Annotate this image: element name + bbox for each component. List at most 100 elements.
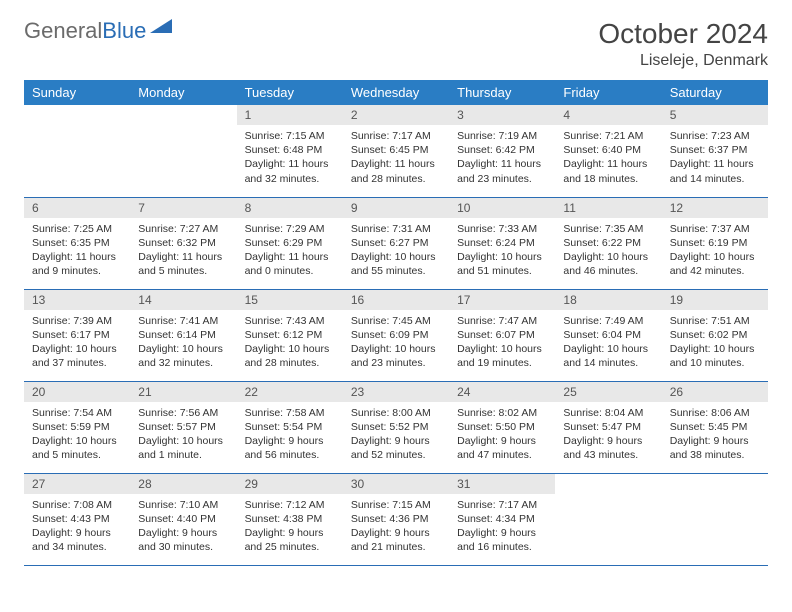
day-number: 30 <box>343 474 449 494</box>
daylight-text: Daylight: 11 hours and 9 minutes. <box>32 250 122 278</box>
daylight-text: Daylight: 9 hours and 47 minutes. <box>457 434 547 462</box>
daylight-text: Daylight: 9 hours and 43 minutes. <box>563 434 653 462</box>
daylight-text: Daylight: 11 hours and 32 minutes. <box>245 157 335 185</box>
day-body: Sunrise: 7:29 AMSunset: 6:29 PMDaylight:… <box>237 218 343 285</box>
day-body: Sunrise: 7:45 AMSunset: 6:09 PMDaylight:… <box>343 310 449 377</box>
daylight-text: Daylight: 10 hours and 42 minutes. <box>670 250 760 278</box>
day-number: 19 <box>662 290 768 310</box>
calendar-cell: 19Sunrise: 7:51 AMSunset: 6:02 PMDayligh… <box>662 289 768 381</box>
weekday-header: Sunday <box>24 80 130 105</box>
day-number: 29 <box>237 474 343 494</box>
sunrise-text: Sunrise: 7:23 AM <box>670 129 760 143</box>
calendar-cell: 25 Sunrise: 8:04 AMSunset: 5:47 PMDayligh… <box>555 381 661 473</box>
sunset-text: Sunset: 6:19 PM <box>670 236 760 250</box>
sunrise-text: Sunrise: 7:33 AM <box>457 222 547 236</box>
sunrise-text: Sunrise: 7:51 AM <box>670 314 760 328</box>
sunrise-text: Sunrise: 7:41 AM <box>138 314 228 328</box>
calendar-cell: 4Sunrise: 7:21 AMSunset: 6:40 PMDaylight… <box>555 105 661 197</box>
daylight-text: Daylight: 10 hours and 55 minutes. <box>351 250 441 278</box>
day-number: 20 <box>24 382 130 402</box>
calendar-cell <box>555 473 661 565</box>
day-number: 18 <box>555 290 661 310</box>
calendar-cell <box>24 105 130 197</box>
calendar-cell: 14Sunrise: 7:41 AMSunset: 6:14 PMDayligh… <box>130 289 236 381</box>
logo-part2: Blue <box>102 18 146 43</box>
daylight-text: Daylight: 9 hours and 38 minutes. <box>670 434 760 462</box>
sunrise-text: Sunrise: 7:15 AM <box>351 498 441 512</box>
day-body: Sunrise: 7:15 AMSunset: 6:48 PMDaylight:… <box>237 125 343 192</box>
sunrise-text: Sunrise: 8:00 AM <box>351 406 441 420</box>
calendar-cell: 1Sunrise: 7:15 AMSunset: 6:48 PMDaylight… <box>237 105 343 197</box>
day-number: 14 <box>130 290 236 310</box>
sunrise-text: Sunrise: 7:17 AM <box>457 498 547 512</box>
sunset-text: Sunset: 6:42 PM <box>457 143 547 157</box>
sunrise-text: Sunrise: 8:04 AM <box>563 406 653 420</box>
sunset-text: Sunset: 6:29 PM <box>245 236 335 250</box>
day-body: Sunrise: 7:37 AMSunset: 6:19 PMDaylight:… <box>662 218 768 285</box>
day-number: 9 <box>343 198 449 218</box>
weekday-header: Friday <box>555 80 661 105</box>
sunset-text: Sunset: 6:32 PM <box>138 236 228 250</box>
calendar-row: 13Sunrise: 7:39 AMSunset: 6:17 PMDayligh… <box>24 289 768 381</box>
daylight-text: Daylight: 11 hours and 23 minutes. <box>457 157 547 185</box>
sunrise-text: Sunrise: 7:56 AM <box>138 406 228 420</box>
daylight-text: Daylight: 10 hours and 5 minutes. <box>32 434 122 462</box>
daylight-text: Daylight: 9 hours and 30 minutes. <box>138 526 228 554</box>
calendar-cell: 20Sunrise: 7:54 AMSunset: 5:59 PMDayligh… <box>24 381 130 473</box>
daylight-text: Daylight: 10 hours and 32 minutes. <box>138 342 228 370</box>
calendar-cell: 30Sunrise: 7:15 AMSunset: 4:36 PMDayligh… <box>343 473 449 565</box>
sunset-text: Sunset: 5:45 PM <box>670 420 760 434</box>
day-number: 6 <box>24 198 130 218</box>
calendar-head: SundayMondayTuesdayWednesdayThursdayFrid… <box>24 80 768 105</box>
sunrise-text: Sunrise: 8:02 AM <box>457 406 547 420</box>
calendar-cell: 28Sunrise: 7:10 AMSunset: 4:40 PMDayligh… <box>130 473 236 565</box>
day-number: 13 <box>24 290 130 310</box>
sunrise-text: Sunrise: 7:12 AM <box>245 498 335 512</box>
sunset-text: Sunset: 6:04 PM <box>563 328 653 342</box>
day-body: Sunrise: 7:49 AMSunset: 6:04 PMDaylight:… <box>555 310 661 377</box>
logo-text: GeneralBlue <box>24 18 146 44</box>
sunrise-text: Sunrise: 7:39 AM <box>32 314 122 328</box>
sunrise-text: Sunrise: 7:31 AM <box>351 222 441 236</box>
sunrise-text: Sunrise: 7:19 AM <box>457 129 547 143</box>
calendar-cell: 3Sunrise: 7:19 AMSunset: 6:42 PMDaylight… <box>449 105 555 197</box>
calendar-body: 1Sunrise: 7:15 AMSunset: 6:48 PMDaylight… <box>24 105 768 565</box>
calendar-cell: 2Sunrise: 7:17 AMSunset: 6:45 PMDaylight… <box>343 105 449 197</box>
sunrise-text: Sunrise: 7:08 AM <box>32 498 122 512</box>
sunset-text: Sunset: 6:07 PM <box>457 328 547 342</box>
day-number: 25 <box>555 382 661 402</box>
sunset-text: Sunset: 6:40 PM <box>563 143 653 157</box>
calendar-cell: 29Sunrise: 7:12 AMSunset: 4:38 PMDayligh… <box>237 473 343 565</box>
logo-part1: General <box>24 18 102 43</box>
month-title: October 2024 <box>598 18 768 50</box>
calendar-cell <box>662 473 768 565</box>
weekday-header: Saturday <box>662 80 768 105</box>
day-body: Sunrise: 7:15 AMSunset: 4:36 PMDaylight:… <box>343 494 449 561</box>
location: Liseleje, Denmark <box>598 52 768 70</box>
sunset-text: Sunset: 4:36 PM <box>351 512 441 526</box>
day-number: 23 <box>343 382 449 402</box>
sunset-text: Sunset: 6:48 PM <box>245 143 335 157</box>
daylight-text: Daylight: 10 hours and 46 minutes. <box>563 250 653 278</box>
sunrise-text: Sunrise: 8:06 AM <box>670 406 760 420</box>
day-body: Sunrise: 7:39 AMSunset: 6:17 PMDaylight:… <box>24 310 130 377</box>
daylight-text: Daylight: 11 hours and 5 minutes. <box>138 250 228 278</box>
day-number: 5 <box>662 105 768 125</box>
calendar-cell: 16Sunrise: 7:45 AMSunset: 6:09 PMDayligh… <box>343 289 449 381</box>
daylight-text: Daylight: 11 hours and 28 minutes. <box>351 157 441 185</box>
daylight-text: Daylight: 9 hours and 16 minutes. <box>457 526 547 554</box>
day-body: Sunrise: 7:31 AMSunset: 6:27 PMDaylight:… <box>343 218 449 285</box>
day-body: Sunrise: 7:10 AMSunset: 4:40 PMDaylight:… <box>130 494 236 561</box>
sunset-text: Sunset: 5:47 PM <box>563 420 653 434</box>
day-body: Sunrise: 8:02 AMSunset: 5:50 PMDaylight:… <box>449 402 555 469</box>
daylight-text: Daylight: 10 hours and 10 minutes. <box>670 342 760 370</box>
day-number: 15 <box>237 290 343 310</box>
day-body: Sunrise: 7:51 AMSunset: 6:02 PMDaylight:… <box>662 310 768 377</box>
calendar-cell: 7Sunrise: 7:27 AMSunset: 6:32 PMDaylight… <box>130 197 236 289</box>
sunset-text: Sunset: 5:59 PM <box>32 420 122 434</box>
daylight-text: Daylight: 9 hours and 25 minutes. <box>245 526 335 554</box>
sunrise-text: Sunrise: 7:10 AM <box>138 498 228 512</box>
daylight-text: Daylight: 9 hours and 21 minutes. <box>351 526 441 554</box>
day-number: 1 <box>237 105 343 125</box>
calendar-cell: 11Sunrise: 7:35 AMSunset: 6:22 PMDayligh… <box>555 197 661 289</box>
